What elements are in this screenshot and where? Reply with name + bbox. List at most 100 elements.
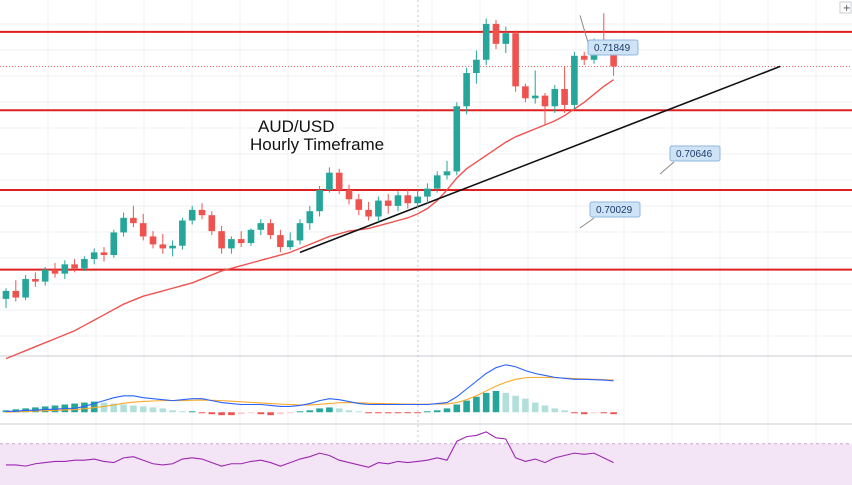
candle-body bbox=[110, 232, 118, 256]
macd-hist-bar bbox=[571, 412, 578, 414]
candle bbox=[247, 228, 255, 246]
macd-line bbox=[6, 364, 614, 412]
candle bbox=[100, 247, 108, 262]
candle-body bbox=[237, 239, 245, 244]
candle bbox=[512, 30, 519, 92]
candle-body bbox=[188, 209, 196, 221]
candle-body bbox=[326, 172, 333, 190]
candle-body bbox=[257, 223, 265, 230]
macd-hist-bar bbox=[296, 411, 304, 413]
macd-hist-bar bbox=[100, 402, 108, 413]
macd-hist-bar bbox=[81, 402, 88, 413]
macd-hist-bar bbox=[306, 410, 314, 413]
candle-body bbox=[355, 199, 363, 210]
callout-box bbox=[589, 201, 641, 218]
macd-hist-bar bbox=[110, 403, 118, 413]
candle bbox=[179, 217, 186, 250]
candle bbox=[296, 219, 304, 245]
macd-hist-bar bbox=[404, 412, 412, 414]
candle bbox=[198, 203, 206, 220]
candle bbox=[267, 219, 274, 240]
candle bbox=[365, 201, 372, 221]
macd-hist-bar bbox=[169, 410, 176, 413]
callout-label: 0.71849 bbox=[594, 43, 631, 54]
macd-hist-bar bbox=[218, 412, 225, 416]
candle bbox=[139, 213, 147, 241]
svg-text:+: + bbox=[843, 3, 851, 14]
candle bbox=[12, 280, 20, 302]
candle bbox=[90, 248, 98, 265]
price-callout: 0.71849 bbox=[579, 15, 639, 57]
macd-hist-bar bbox=[120, 404, 127, 413]
candle-body bbox=[32, 278, 39, 282]
price-callout: 0.70646 bbox=[659, 145, 721, 175]
candle-body bbox=[71, 264, 78, 269]
candle-body bbox=[394, 195, 402, 206]
candle bbox=[424, 183, 431, 204]
candle bbox=[414, 189, 421, 209]
candle bbox=[2, 288, 10, 309]
candle bbox=[355, 193, 363, 216]
callout-stem bbox=[579, 217, 595, 229]
macd-hist-bar bbox=[580, 412, 588, 415]
candle-body bbox=[306, 211, 314, 224]
candle-body bbox=[247, 229, 255, 244]
candle bbox=[306, 205, 314, 230]
macd-hist-bar bbox=[159, 408, 167, 413]
ma-line bbox=[5, 79, 614, 360]
macd-hist-bar bbox=[228, 412, 235, 416]
macd-hist-bar bbox=[414, 412, 421, 414]
candle bbox=[522, 83, 529, 103]
macd-hist-bar bbox=[335, 408, 343, 413]
candle bbox=[443, 160, 451, 180]
rsi-band bbox=[0, 443, 852, 485]
macd-hist-bar bbox=[237, 412, 245, 415]
macd-hist-bar bbox=[512, 395, 519, 413]
candle bbox=[32, 272, 39, 287]
candle bbox=[502, 26, 510, 54]
candle bbox=[326, 167, 333, 193]
macd-hist-bar bbox=[247, 412, 255, 414]
candle bbox=[384, 193, 392, 214]
chart-title-block: AUD/USD Hourly Timeframe bbox=[250, 117, 384, 154]
macd-hist-bar bbox=[492, 390, 500, 413]
candle bbox=[41, 266, 49, 286]
candle bbox=[159, 233, 167, 254]
candle-body bbox=[139, 223, 147, 237]
candle-body bbox=[571, 55, 578, 105]
macd-hist-bar bbox=[257, 412, 265, 415]
trendline bbox=[299, 65, 781, 254]
candle-body bbox=[277, 235, 284, 248]
macd-hist-bar bbox=[355, 411, 363, 413]
candle bbox=[110, 229, 118, 258]
macd-hist-bar bbox=[277, 412, 284, 415]
candle-body bbox=[541, 95, 549, 107]
macd-hist-bar bbox=[267, 412, 274, 416]
macd-hist-bar bbox=[198, 412, 206, 414]
candle bbox=[541, 92, 549, 125]
horizontal-levels bbox=[0, 30, 852, 271]
candle-body bbox=[502, 33, 510, 44]
candle bbox=[286, 232, 294, 250]
candle bbox=[345, 184, 353, 205]
rsi-line bbox=[6, 431, 614, 468]
candle bbox=[61, 260, 69, 279]
candle bbox=[149, 231, 157, 249]
candle-body bbox=[551, 88, 559, 107]
candle-body bbox=[473, 59, 480, 74]
candle bbox=[394, 191, 402, 212]
candle-body bbox=[492, 23, 500, 44]
macd-hist-bar bbox=[424, 411, 431, 413]
candle-body bbox=[130, 217, 137, 224]
chart-subtitle: Hourly Timeframe bbox=[250, 135, 384, 154]
candle bbox=[257, 219, 265, 236]
macd-hist-bar bbox=[139, 406, 147, 413]
candle-body bbox=[179, 220, 186, 246]
candle-body bbox=[433, 175, 441, 189]
expand-icon[interactable]: + bbox=[839, 1, 852, 14]
candle-body bbox=[22, 278, 29, 298]
candle bbox=[571, 51, 578, 109]
callout-stem bbox=[659, 161, 675, 175]
macd-hist-bar bbox=[384, 412, 392, 414]
candle bbox=[433, 171, 441, 193]
